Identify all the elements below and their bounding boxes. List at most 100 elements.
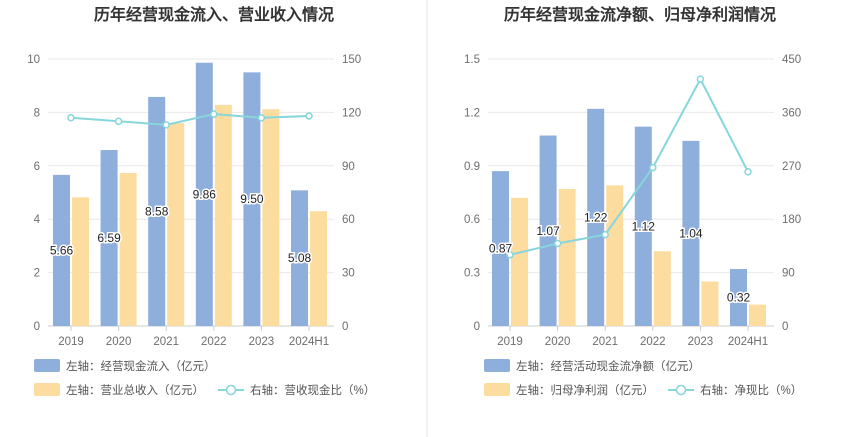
legend-label: 右轴：营收现金比（%） [250, 383, 375, 397]
left-axis-tick-label: 0 [34, 321, 40, 333]
bar-secondary [167, 123, 185, 326]
x-axis-tick-label: 2021 [153, 336, 179, 348]
line-point [114, 117, 123, 126]
bar-data-label: 0.87 [489, 242, 513, 256]
bar-data-label: 1.07 [536, 224, 560, 238]
line-point [506, 251, 514, 259]
bar-primary [148, 96, 166, 326]
bar-primary [291, 190, 308, 326]
legend-label: 右轴：净现比（%） [700, 383, 802, 397]
x-axis-tick-label: 2020 [106, 336, 132, 348]
bar-data-label: 9.50 [240, 192, 264, 206]
bar-secondary [72, 197, 89, 326]
x-axis-tick-label: 2020 [545, 336, 571, 348]
line-point [553, 239, 562, 248]
x-axis-tick-label: 2022 [201, 336, 227, 348]
line-point [696, 75, 705, 83]
bar-primary [492, 171, 509, 326]
left-axis-tick-label: 1.2 [464, 107, 480, 119]
bar-data-label: 0.32 [727, 291, 751, 305]
bar-primary [53, 174, 70, 326]
right-axis-tick-label: 0 [342, 321, 348, 333]
bar-secondary [701, 281, 719, 326]
left-axis-tick-label: 0.9 [464, 161, 480, 173]
left-axis-tick-label: 0.3 [464, 268, 480, 280]
chart-title: 历年经营现金流净额、归母净利润情况 [504, 5, 776, 24]
legend-swatch [34, 359, 60, 372]
right-axis-tick-label: 90 [782, 268, 795, 280]
legend-swatch [484, 383, 510, 396]
bar-primary [539, 135, 557, 326]
right-axis-tick-label: 270 [782, 161, 801, 173]
right-axis-tick-label: 150 [342, 54, 361, 66]
x-axis-tick-label: 2019 [58, 336, 84, 348]
legend-swatch-point [225, 384, 237, 396]
bar-data-label: 1.12 [632, 219, 656, 233]
line-point [649, 163, 657, 172]
bar-secondary [749, 304, 766, 326]
x-axis-tick-label: 2022 [640, 336, 666, 348]
legend-label: 左轴：经营活动现金流净额（亿元） [516, 359, 700, 373]
legend-swatch [34, 383, 60, 396]
right-axis-tick-label: 0 [782, 321, 788, 333]
line-point [67, 113, 75, 122]
bar-data-label: 9.86 [193, 187, 217, 201]
bar-primary [730, 269, 747, 326]
line-point [257, 113, 266, 122]
x-axis-tick-label: 2023 [249, 336, 275, 348]
legend-swatch [484, 359, 510, 372]
x-axis-tick-label: 2021 [592, 336, 618, 348]
left-axis-tick-label: 10 [27, 54, 40, 66]
bar-secondary [262, 109, 280, 326]
bar-secondary [119, 173, 137, 326]
bar-secondary [558, 188, 576, 326]
legend-label: 左轴：营业总收入（亿元） [66, 383, 204, 397]
x-axis-tick-label: 2023 [688, 336, 714, 348]
bar-secondary [214, 104, 232, 326]
line-point [305, 112, 313, 120]
left-axis-tick-label: 0 [474, 321, 480, 333]
legend-label: 左轴：归母净利润（亿元） [516, 383, 654, 397]
right-axis-tick-label: 450 [782, 54, 801, 66]
left-axis-tick-label: 0.6 [464, 214, 480, 226]
bar-secondary [511, 197, 528, 326]
bar-primary [195, 62, 213, 326]
line-series [509, 77, 749, 256]
bar-data-label: 6.59 [97, 231, 121, 245]
left-axis-tick-label: 8 [34, 107, 40, 119]
left-axis-tick-label: 2 [34, 268, 40, 280]
line-point [162, 121, 170, 129]
bar-data-label: 5.08 [288, 251, 312, 265]
bar-data-label: 5.66 [50, 243, 74, 257]
bar-data-label: 1.22 [584, 210, 608, 224]
left-axis-tick-label: 6 [34, 161, 40, 173]
bar-data-label: 8.58 [145, 204, 169, 218]
line-point [601, 230, 609, 239]
bar-primary [243, 72, 261, 326]
bar-secondary [606, 185, 624, 326]
legend-label: 左轴：经营现金流入（亿元） [66, 359, 216, 373]
bar-primary [100, 150, 118, 326]
x-axis-tick-label: 2019 [497, 336, 523, 348]
bar-data-label: 1.04 [679, 226, 703, 240]
right-axis-tick-label: 360 [782, 107, 801, 119]
bar-secondary [310, 211, 327, 326]
legend-swatch-point [675, 384, 687, 396]
x-axis-tick-label: 2024H1 [289, 336, 329, 348]
bar-primary [587, 108, 605, 326]
right-axis-tick-label: 180 [782, 214, 801, 226]
right-axis-tick-label: 90 [342, 161, 355, 173]
left-axis-tick-label: 1.5 [464, 54, 480, 66]
right-axis-tick-label: 30 [342, 268, 355, 280]
left-axis-tick-label: 4 [34, 214, 41, 226]
right-axis-tick-label: 120 [342, 107, 361, 119]
line-series [70, 113, 310, 126]
bar-secondary [653, 251, 671, 326]
x-axis-tick-label: 2024H1 [728, 336, 768, 348]
line-point [744, 167, 752, 176]
bar-primary [682, 140, 700, 326]
right-axis-tick-label: 60 [342, 214, 355, 226]
chart-title: 历年经营现金流入、营业收入情况 [94, 5, 334, 24]
